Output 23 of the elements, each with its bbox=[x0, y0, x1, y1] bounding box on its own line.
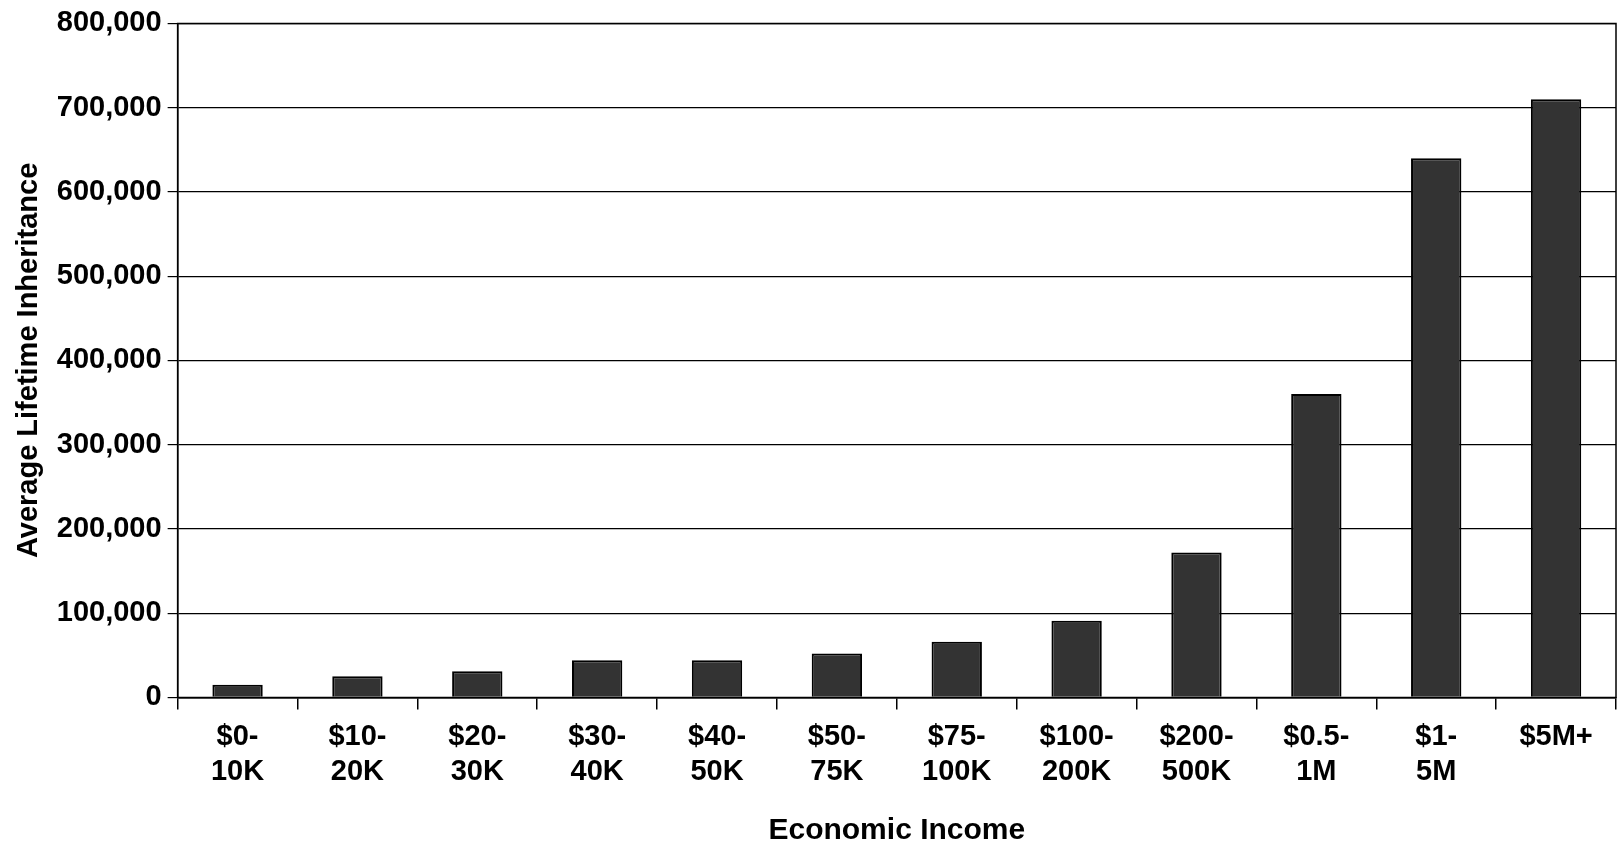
x-axis-title: Economic Income bbox=[768, 812, 1026, 846]
y-tick-label: 100,000 bbox=[56, 595, 162, 628]
x-tick-label: $20-30K bbox=[448, 718, 507, 786]
y-tick-label: 300,000 bbox=[56, 426, 162, 459]
y-tick-label: 400,000 bbox=[56, 342, 162, 375]
y-tick-label: 800,000 bbox=[56, 5, 162, 38]
x-tick-label: $50-75K bbox=[807, 718, 866, 786]
x-tick-label: $30-40K bbox=[568, 718, 627, 786]
x-tick-label: $200-500K bbox=[1159, 718, 1234, 786]
y-tick-label: 700,000 bbox=[56, 89, 162, 122]
x-tick-label: $40-50K bbox=[687, 718, 747, 786]
x-tick-label: $75-100K bbox=[922, 718, 992, 786]
y-tick-label: 600,000 bbox=[56, 173, 162, 206]
y-tick-label: 200,000 bbox=[56, 510, 162, 543]
x-tick-label: $100-200K bbox=[1039, 718, 1114, 786]
x-tick-label: $1-5M bbox=[1415, 718, 1458, 786]
y-tick-label: 0 bbox=[145, 679, 162, 712]
x-tick-label: $0.5-1M bbox=[1283, 718, 1350, 786]
x-tick-label: $5M+ bbox=[1519, 718, 1593, 751]
y-axis-title: Average Lifetime Inheritance bbox=[11, 162, 44, 559]
x-tick-label: $10-20K bbox=[328, 718, 387, 786]
y-tick-label: 500,000 bbox=[56, 258, 162, 291]
x-tick-label: $0-10K bbox=[210, 718, 265, 786]
